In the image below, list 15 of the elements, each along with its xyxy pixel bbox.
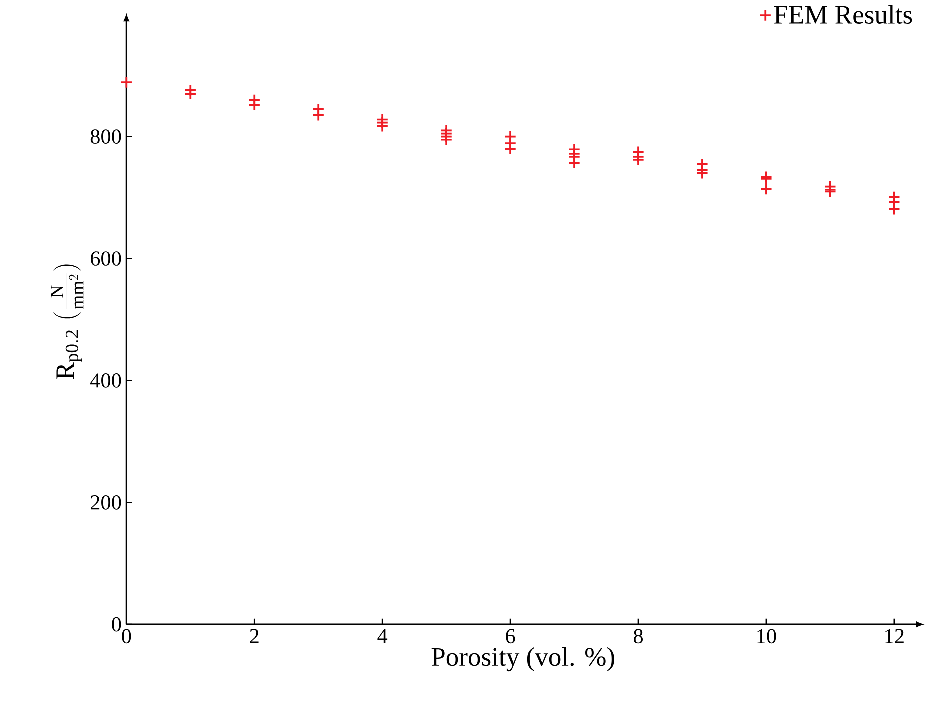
legend-label: FEM Results [774, 6, 912, 24]
y-tick-label: 400 [90, 374, 122, 388]
x-tick-label: 4 [378, 630, 388, 644]
y-tick-label: 600 [91, 252, 122, 266]
y-tick-label: 200 [91, 496, 122, 510]
y-tick-label: 800 [90, 130, 122, 144]
x-axis-title: Porosity (vol. %) [432, 648, 614, 672]
x-tick-label: 6 [506, 630, 516, 644]
x-tick-label: 0 [122, 630, 132, 644]
x-tick-label: 10 [758, 630, 776, 644]
x-tick-label: 8 [634, 630, 643, 644]
x-tick-label: 12 [886, 630, 904, 644]
y-axis-title: $\mathrm{R}_{\mathrm{p0.2}}\;(\frac{\mathrm{N}}{\mathrm{mm}^2})$ [51, 264, 84, 380]
y-tick-label: 0 [112, 618, 122, 632]
x-tick-label: 2 [250, 630, 259, 644]
